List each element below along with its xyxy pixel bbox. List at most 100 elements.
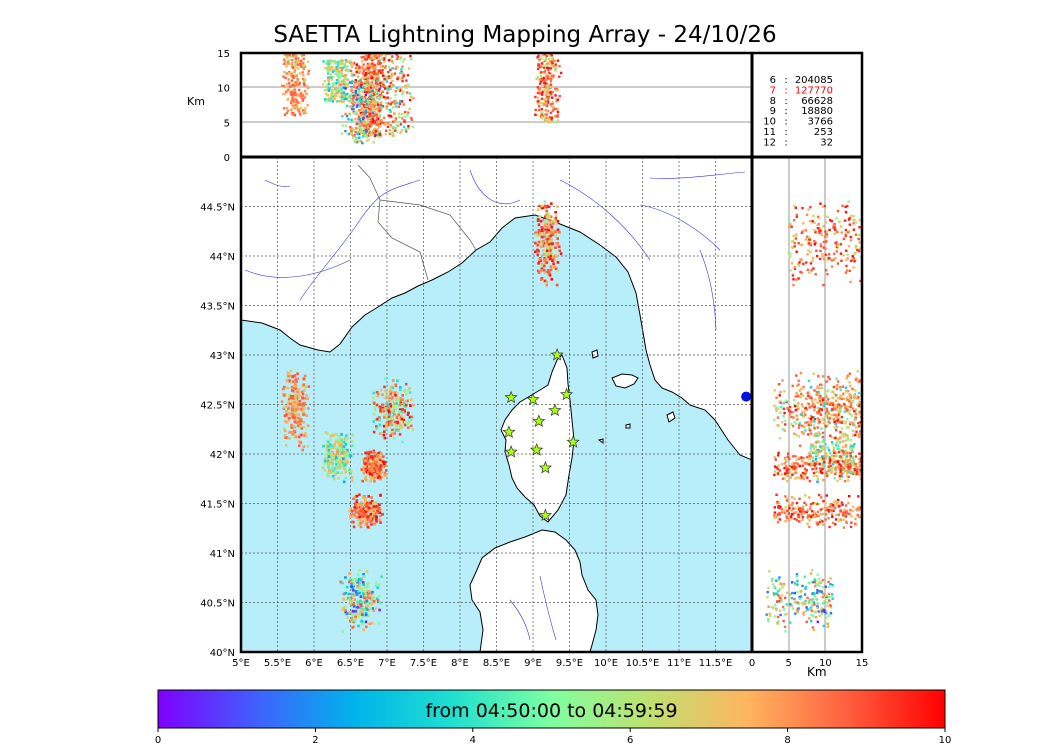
right-source-point (827, 517, 830, 520)
top-source-point (368, 74, 371, 78)
top-source-point (349, 69, 353, 73)
map-source-point (372, 430, 376, 434)
map-source-point (350, 603, 353, 607)
right-source-point (811, 416, 814, 419)
top-source-point (387, 76, 391, 80)
right-source-point (835, 387, 839, 391)
right-source-point (828, 525, 831, 529)
map-source-point (378, 460, 382, 464)
top-source-point (358, 79, 361, 83)
right-source-point (798, 597, 802, 600)
map-source-point (361, 520, 365, 524)
right-source-point (815, 470, 818, 474)
map-source-point (394, 429, 398, 432)
map-source-point (375, 427, 379, 430)
top-source-point (369, 122, 372, 126)
right-source-point (838, 474, 842, 477)
map-source-point (291, 402, 294, 405)
right-source-point (798, 444, 802, 447)
right-source-point (806, 402, 809, 405)
top-source-point (326, 72, 330, 75)
right-source-point (820, 496, 823, 499)
right-source-point (815, 449, 819, 452)
right-source-point (808, 519, 811, 522)
right-source-point (796, 516, 799, 519)
top-source-point (368, 95, 371, 98)
top-source-point (556, 115, 559, 118)
top-source-point (344, 65, 348, 68)
map-source-point (366, 590, 369, 594)
map-source-point (346, 437, 349, 440)
top-source-point (293, 113, 297, 117)
right-source-point (791, 463, 794, 466)
right-source-point (846, 204, 849, 208)
right-source-point (842, 451, 845, 454)
top-source-point (291, 74, 295, 78)
map-source-point (374, 607, 378, 610)
right-source-point (792, 432, 796, 435)
right-source-point (839, 470, 843, 473)
top-source-point (372, 65, 375, 68)
right-source-point (783, 477, 787, 480)
top-source-point (365, 135, 368, 139)
map-source-point (301, 396, 305, 400)
top-source-point (371, 108, 375, 111)
top-source-point (546, 92, 549, 95)
map-source-point (381, 465, 384, 469)
right-source-point (822, 624, 826, 628)
top-source-point (401, 92, 404, 96)
top-source-point (304, 107, 307, 110)
right-source-point (814, 450, 817, 454)
top-source-point (543, 66, 546, 69)
top-source-point (366, 53, 369, 56)
count-colon: : (784, 106, 787, 117)
top-source-point (335, 90, 338, 93)
right-source-point (804, 585, 808, 589)
top-source-point (381, 94, 384, 98)
right-source-point (828, 218, 832, 222)
right-source-point (802, 611, 805, 614)
right-source-point (795, 433, 798, 436)
map-source-point (292, 429, 296, 433)
map-source-point (389, 421, 393, 425)
top-source-point (378, 83, 381, 86)
right-source-point (790, 581, 794, 584)
top-source-point (372, 131, 376, 135)
map-source-point (389, 387, 393, 391)
right-source-point (808, 608, 812, 611)
map-source-point (366, 613, 370, 617)
right-source-point (858, 466, 861, 470)
right-source-point (799, 371, 803, 375)
top-source-point (333, 95, 337, 98)
top-source-point (339, 83, 342, 86)
map-source-point (324, 444, 327, 447)
top-source-point (294, 103, 297, 107)
map-source-point (376, 462, 380, 466)
top-source-point (293, 89, 296, 92)
right-source-point (780, 508, 784, 511)
top-source-point (375, 56, 379, 60)
right-source-point (791, 384, 794, 388)
map-source-point (554, 210, 557, 214)
map-source-point (346, 460, 350, 464)
map-source-point (535, 234, 539, 237)
right-source-point (794, 404, 797, 408)
map-source-point (365, 609, 369, 613)
top-source-point (360, 124, 364, 127)
map-source-point (354, 578, 358, 581)
right-source-point (842, 467, 845, 470)
right-source-point (845, 264, 848, 268)
right-source-point (810, 397, 813, 400)
map-source-point (375, 515, 378, 519)
map-source-point (536, 231, 540, 235)
map-source-point (329, 435, 332, 438)
top-source-point (372, 130, 376, 133)
top-source-point (355, 111, 358, 114)
map-source-point (370, 522, 373, 526)
lon-ticklabel: 6.5°E (337, 658, 364, 669)
top-source-point (367, 88, 370, 92)
right-source-point (840, 475, 844, 478)
right-source-point (836, 479, 839, 483)
right-source-point (790, 596, 794, 600)
top-source-point (329, 69, 332, 72)
